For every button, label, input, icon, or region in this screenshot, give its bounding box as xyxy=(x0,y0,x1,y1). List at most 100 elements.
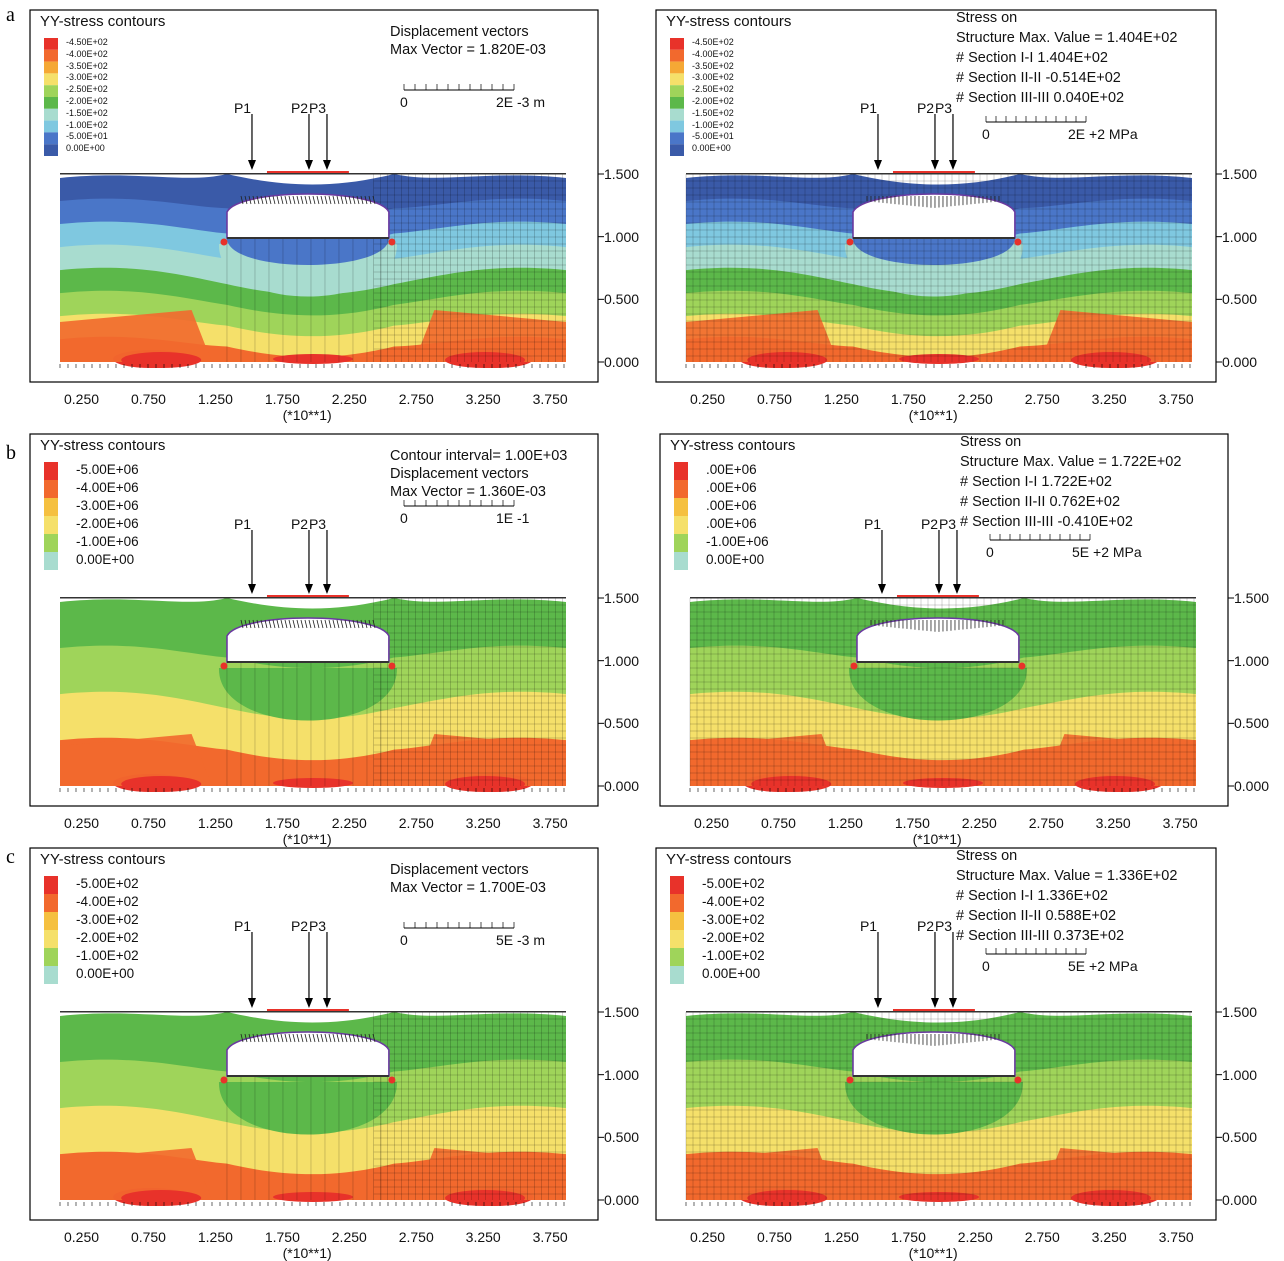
legend-entry: -3.50E+02 xyxy=(692,60,734,71)
x-tick-label: 2.750 xyxy=(1028,815,1064,831)
legend-swatch xyxy=(670,97,684,109)
point-label-p3: P3 xyxy=(308,516,327,532)
info-line: Contour interval= 1.00E+03 xyxy=(390,448,568,464)
x-tick-label: 2.750 xyxy=(398,1229,434,1245)
legend-entry: -2.00E+02 xyxy=(702,930,765,945)
info-line: Structure Max. Value = 1.404E+02 xyxy=(956,30,1178,46)
x-tick-label: 0.250 xyxy=(690,1229,726,1245)
panel-a-right: P1 P2 P3 1.500 1.000 0.500 0.000 0.250 0.750 1.25… xyxy=(655,9,1257,423)
panel-c-right: P1 P2 P3 1.500 1.000 0.500 0.000 0.250 0.750 1.25… xyxy=(655,847,1258,1261)
legend-swatch xyxy=(670,912,684,930)
arrowhead xyxy=(873,160,882,170)
corner-marker-left xyxy=(220,662,228,670)
legend-swatch xyxy=(44,876,58,894)
arrowhead xyxy=(322,998,331,1008)
point-label-p1: P1 xyxy=(233,516,252,532)
legend-entry: -2.00E+06 xyxy=(76,516,139,531)
info-line: # Section III-III -0.410E+02 xyxy=(960,514,1133,530)
x-tick-label: 0.750 xyxy=(756,391,792,407)
legend-entry: -1.00E+02 xyxy=(76,948,139,963)
arrowhead xyxy=(952,584,961,594)
x-tick-label: 0.750 xyxy=(130,1229,166,1245)
vault-hatching xyxy=(240,1033,376,1043)
arrowhead xyxy=(247,584,256,594)
ground-surface xyxy=(686,1011,1192,1013)
legend-entry: -1.50E+02 xyxy=(692,107,734,118)
stress-lobe-right xyxy=(1040,310,1192,362)
legend-entry: .00E+06 xyxy=(706,498,757,513)
x-axis-unit: (*10**1) xyxy=(282,1245,332,1261)
x-tick-label: 1.750 xyxy=(890,1229,926,1245)
scale-label-left: 0 xyxy=(982,126,990,142)
cavity-structure xyxy=(852,1031,1016,1077)
info-line: # Section II-II -0.514E+02 xyxy=(956,70,1121,86)
ground-surface xyxy=(690,597,1196,599)
cavity-structure xyxy=(226,617,390,663)
point-label-p2: P2 xyxy=(290,100,309,116)
surface-load-strip xyxy=(266,171,349,174)
stress-hotspot xyxy=(273,354,353,364)
x-tick-label: 3.750 xyxy=(1162,815,1198,831)
legend-entry: -4.50E+02 xyxy=(66,37,108,47)
info-line: Structure Max. Value = 1.722E+02 xyxy=(960,454,1182,470)
corner-marker-left xyxy=(220,1076,228,1084)
surface-load-strip xyxy=(266,1009,349,1012)
row-label-b: b xyxy=(6,442,16,464)
stress-hotspot xyxy=(273,778,353,788)
stress-lobe-left xyxy=(686,310,838,362)
mesh-grid xyxy=(685,173,1192,362)
stress-hotspot xyxy=(747,352,828,368)
stress-hotspot xyxy=(445,776,526,792)
legend-swatch xyxy=(670,132,684,145)
x-tick-label: 1.250 xyxy=(827,815,863,831)
legend-swatch xyxy=(44,49,58,62)
arrowhead xyxy=(304,998,313,1008)
x-tick-label: 3.750 xyxy=(532,815,568,831)
vault-hatching xyxy=(866,196,1000,208)
legend-swatch xyxy=(670,108,684,121)
stress-bulb xyxy=(848,668,1027,721)
arrowhead xyxy=(877,584,886,594)
surface-load-strip xyxy=(266,595,349,598)
vault-hatching xyxy=(870,620,1004,632)
stress-hotspot xyxy=(1075,776,1156,792)
legend-entry: .00E+06 xyxy=(706,480,757,495)
legend-title: YY-stress contours xyxy=(40,851,166,868)
x-axis-unit: (*10**1) xyxy=(912,831,962,847)
x-tick-label: 3.250 xyxy=(465,1229,501,1245)
x-tick-label: 3.250 xyxy=(1091,391,1127,407)
legend-swatch xyxy=(44,498,58,516)
x-tick-label: 0.250 xyxy=(690,391,726,407)
y-tick-label: 0.500 xyxy=(1222,1129,1258,1146)
legend-swatch xyxy=(674,534,688,552)
y-tick-label: 1.500 xyxy=(604,590,640,606)
legend-entry: -2.00E+02 xyxy=(692,96,734,106)
stress-hotspot xyxy=(903,778,983,788)
x-tick-label: 3.750 xyxy=(532,391,568,407)
info-line: Displacement vectors xyxy=(390,466,529,482)
stress-bulb xyxy=(844,1082,1023,1135)
legend-entry: 0.00E+00 xyxy=(66,143,105,154)
point-label-p3: P3 xyxy=(934,918,953,934)
y-tick-label: 1.500 xyxy=(604,166,640,182)
panel-b-right: P1 P2 P3 1.500 1.000 0.500 0.000 0.250 0.750 1.25… xyxy=(659,433,1269,847)
corner-marker-right xyxy=(1014,1076,1022,1084)
legend-title: YY-stress contours xyxy=(670,437,796,454)
x-axis-unit: (*10**1) xyxy=(282,831,332,847)
info-line: Max Vector = 1.360E-03 xyxy=(390,484,546,500)
arrowhead xyxy=(873,998,882,1008)
x-axis-unit: (*10**1) xyxy=(908,1245,958,1261)
legend-entry: -4.00E+02 xyxy=(702,894,765,909)
contour-field xyxy=(690,598,1196,792)
legend-entry: -4.00E+02 xyxy=(76,894,139,909)
y-tick-label: 1.000 xyxy=(1222,1066,1258,1083)
corner-marker-left xyxy=(846,238,854,246)
point-label-p2: P2 xyxy=(920,516,939,532)
point-label-p2: P2 xyxy=(290,918,309,934)
y-tick-label: 0.000 xyxy=(1222,1192,1258,1208)
x-tick-label: 0.250 xyxy=(64,1229,100,1245)
arrowhead xyxy=(948,160,957,170)
stress-hotspot xyxy=(121,1190,202,1206)
stress-lobe-right xyxy=(414,734,566,786)
ground-surface xyxy=(60,1011,566,1013)
